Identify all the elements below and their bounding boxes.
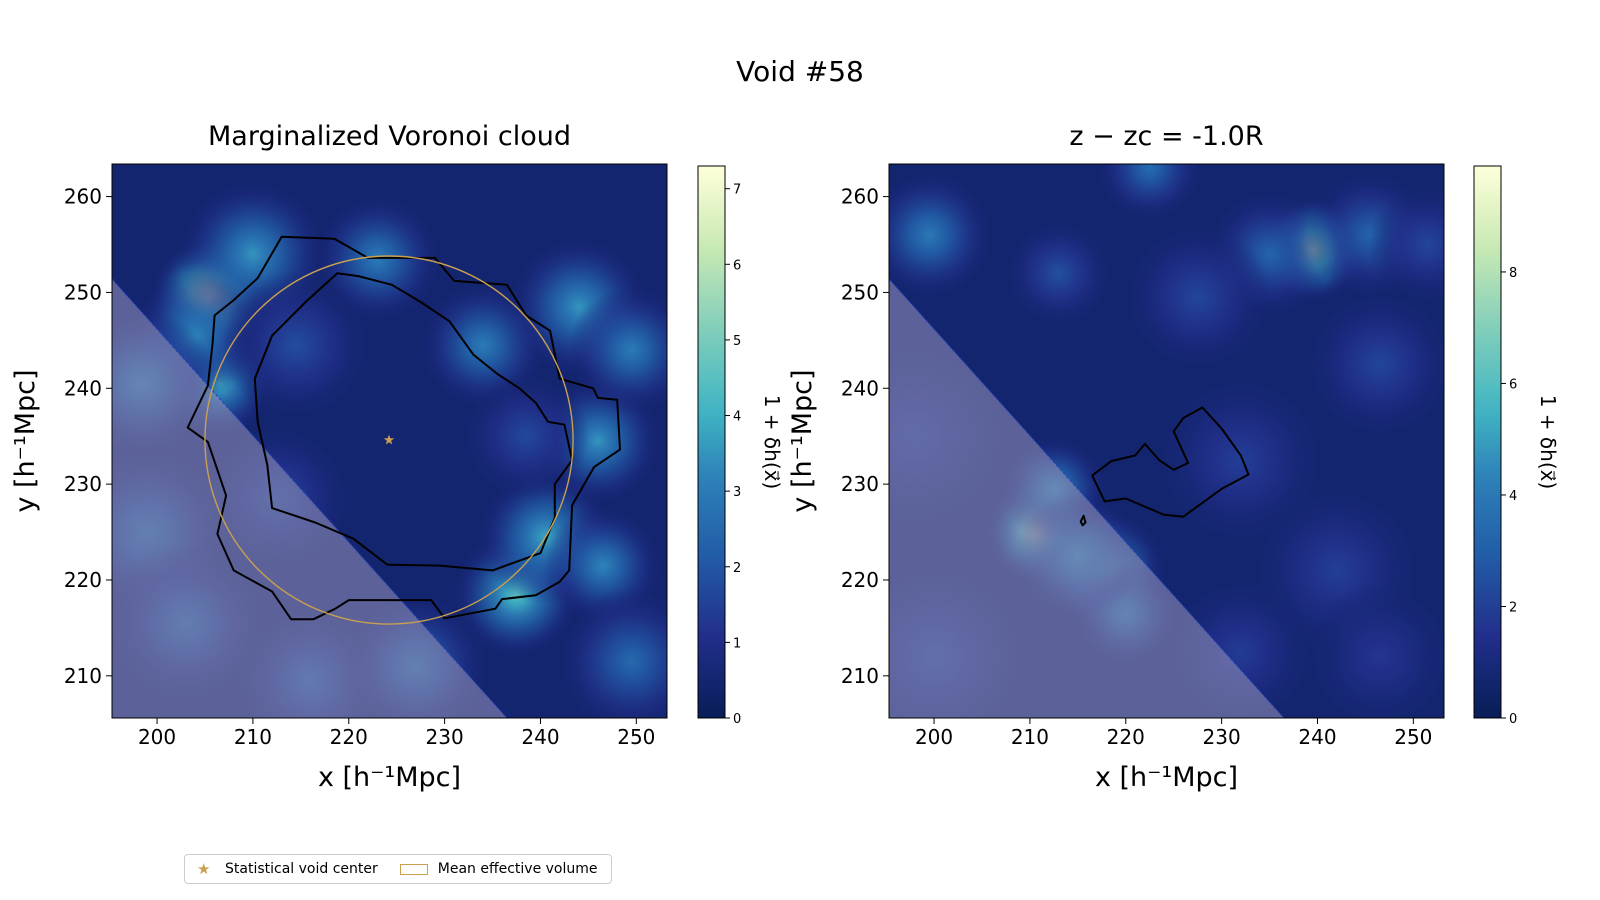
x-axis-label: x [h⁻¹Mpc] <box>318 762 461 793</box>
y-tick-label: 260 <box>64 185 102 209</box>
legend-item-void-center: ★ Statistical void center <box>197 860 378 878</box>
legend-label-effective-volume: Mean effective volume <box>437 861 598 877</box>
colorbar-tick-label: 6 <box>1509 377 1517 392</box>
plot-frame <box>888 163 1445 719</box>
colorbar-tick-label: 2 <box>1509 600 1517 615</box>
colorbar-tick-label: 2 <box>733 561 741 576</box>
density-blob <box>1305 582 1444 718</box>
density-map <box>889 164 1444 718</box>
panel-title: z − zc = -1.0R <box>1069 121 1263 152</box>
colorbar-tick-label: 8 <box>1509 266 1517 281</box>
colorbar-tick-label: 4 <box>1509 489 1517 504</box>
x-tick-label: 210 <box>1011 725 1049 749</box>
colorbar-label: 1 + δh(x⃗) <box>1536 395 1560 490</box>
y-tick-label: 220 <box>841 568 879 592</box>
x-tick-label: 210 <box>234 725 272 749</box>
plot-frame <box>111 163 668 719</box>
x-axis-label: x [h⁻¹Mpc] <box>1095 762 1238 793</box>
y-tick-label: 210 <box>841 664 879 688</box>
x-tick-label: 250 <box>617 725 655 749</box>
x-tick-label: 240 <box>521 725 559 749</box>
density-blob <box>1097 164 1203 221</box>
x-tick-label: 200 <box>138 725 176 749</box>
void-contour-2 <box>1079 514 1087 527</box>
x-tick-label: 250 <box>1394 725 1432 749</box>
x-tick-label: 230 <box>1203 725 1241 749</box>
colorbar-label: 1 + δh(x⃗) <box>760 395 784 490</box>
density-blob <box>1305 290 1444 439</box>
void-center-star <box>383 434 395 445</box>
panel-title: Marginalized Voronoi cloud <box>208 121 571 152</box>
y-tick-label: 250 <box>841 280 879 304</box>
star-icon: ★ <box>197 860 211 878</box>
x-tick-label: 200 <box>915 725 953 749</box>
mask-boundary-line <box>112 278 508 718</box>
y-tick-label: 240 <box>64 376 102 400</box>
y-tick-label: 220 <box>64 568 102 592</box>
colorbar-tick-label: 4 <box>733 410 741 425</box>
y-tick-label: 230 <box>64 472 102 496</box>
legend-item-effective-volume: Mean effective volume <box>386 861 598 877</box>
void-contour-1 <box>186 235 621 621</box>
legend-label-void-center: Statistical void center <box>225 861 378 877</box>
density-map <box>112 164 667 718</box>
colorbar-tick-label: 3 <box>733 485 741 500</box>
density-blob <box>568 286 667 414</box>
density-blob <box>889 171 993 299</box>
colorbar-tick-label: 5 <box>733 334 741 349</box>
x-tick-label: 240 <box>1298 725 1336 749</box>
x-tick-label: 230 <box>426 725 464 749</box>
colorbar-tick-label: 0 <box>1509 712 1517 727</box>
density-blob <box>1005 220 1112 326</box>
figure-title: Void #58 <box>736 55 864 88</box>
panel-1: 200 210 220 230 240 250210220230240250260Marg… <box>10 121 784 793</box>
y-tick-label: 210 <box>64 664 102 688</box>
rectangle-icon <box>399 863 428 875</box>
y-tick-label: 230 <box>841 472 879 496</box>
colorbar-tick-label: 6 <box>733 258 741 273</box>
x-tick-label: 220 <box>1107 725 1145 749</box>
density-blob <box>1368 185 1444 304</box>
colorbar: 0 1 2 3 4 5 6 7 1 + δh(x⃗) <box>697 165 784 727</box>
y-tick-label: 260 <box>841 185 879 209</box>
density-blob <box>557 587 667 718</box>
void-contour-1 <box>1091 406 1250 518</box>
density-blob <box>222 271 370 419</box>
colorbar-tick-label: 7 <box>733 183 741 198</box>
y-axis-label: y [h⁻¹Mpc] <box>10 369 41 512</box>
mask-boundary-line <box>889 278 1285 718</box>
colorbar-gradient <box>697 165 726 719</box>
colorbar-tick-label: 0 <box>733 712 741 727</box>
y-tick-label: 250 <box>64 280 102 304</box>
colorbar: 0 2 4 6 8 1 + δh(x⃗) <box>1473 165 1560 727</box>
colorbar-gradient <box>1473 165 1502 719</box>
y-tick-label: 240 <box>841 376 879 400</box>
colorbar-tick-label: 1 <box>733 636 741 651</box>
density-blob <box>462 372 590 500</box>
effective-volume-circle <box>204 255 574 625</box>
void-contour-2 <box>253 272 574 572</box>
x-tick-label: 220 <box>330 725 368 749</box>
y-axis-label: y [h⁻¹Mpc] <box>787 369 818 512</box>
density-blob <box>1156 375 1326 545</box>
density-blob <box>1123 223 1272 372</box>
legend: ★ Statistical void center Mean effective… <box>184 854 612 884</box>
